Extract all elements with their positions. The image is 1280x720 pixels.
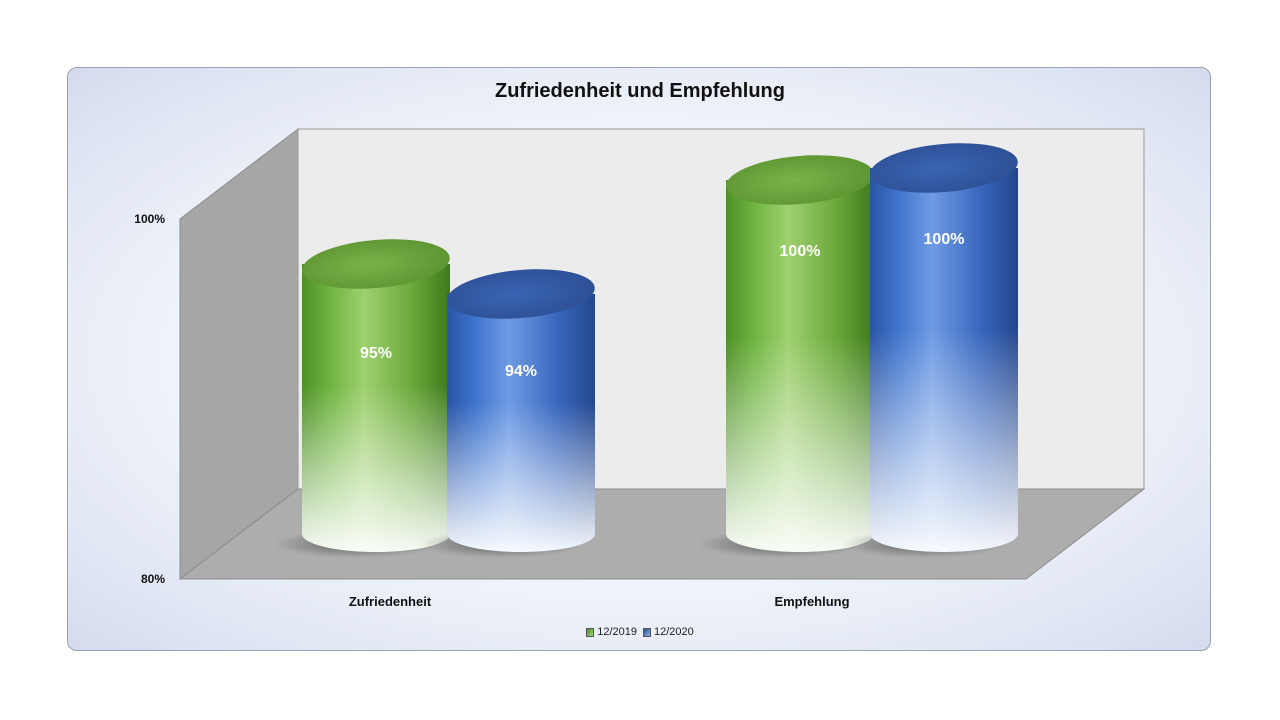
chart-title: Zufriedenheit und Empfehlung	[495, 80, 785, 102]
legend-item-series-2: 12/2020	[643, 626, 694, 638]
legend-swatch-series-1	[586, 627, 595, 637]
x-axis-categories: Zufriedenheit Empfehlung	[349, 594, 850, 609]
legend-swatch-series-2	[643, 627, 651, 637]
bars	[274, 143, 1018, 558]
y-tick-label-2: 100%	[134, 212, 165, 226]
y-axis-ticks: 80% 100%	[134, 212, 165, 586]
x-category-label-2: Empfehlung	[774, 594, 849, 609]
bar-12-2020-zufriedenheit	[419, 269, 595, 558]
y-tick-label-1: 80%	[141, 572, 165, 586]
bar-12-2020-empfehlung	[842, 143, 1018, 558]
data-label-12-2020-empfehlung: 100%	[924, 231, 965, 248]
legend: 12/2019 12/2020	[0, 626, 1280, 638]
legend-item-series-1: 12/2019	[586, 626, 637, 638]
legend-label-series-2: 12/2020	[654, 626, 694, 638]
bar-12-2019-empfehlung	[698, 155, 874, 558]
data-label-12-2019-zufriedenheit: 95%	[360, 345, 392, 362]
legend-label-series-1: 12/2019	[597, 626, 637, 638]
data-labels: 95% 100% 94% 100%	[360, 231, 964, 380]
bar-12-2019-zufriedenheit	[274, 239, 450, 558]
x-category-label-1: Zufriedenheit	[349, 594, 432, 609]
data-label-12-2019-empfehlung: 100%	[780, 243, 821, 260]
data-label-12-2020-zufriedenheit: 94%	[505, 363, 537, 380]
